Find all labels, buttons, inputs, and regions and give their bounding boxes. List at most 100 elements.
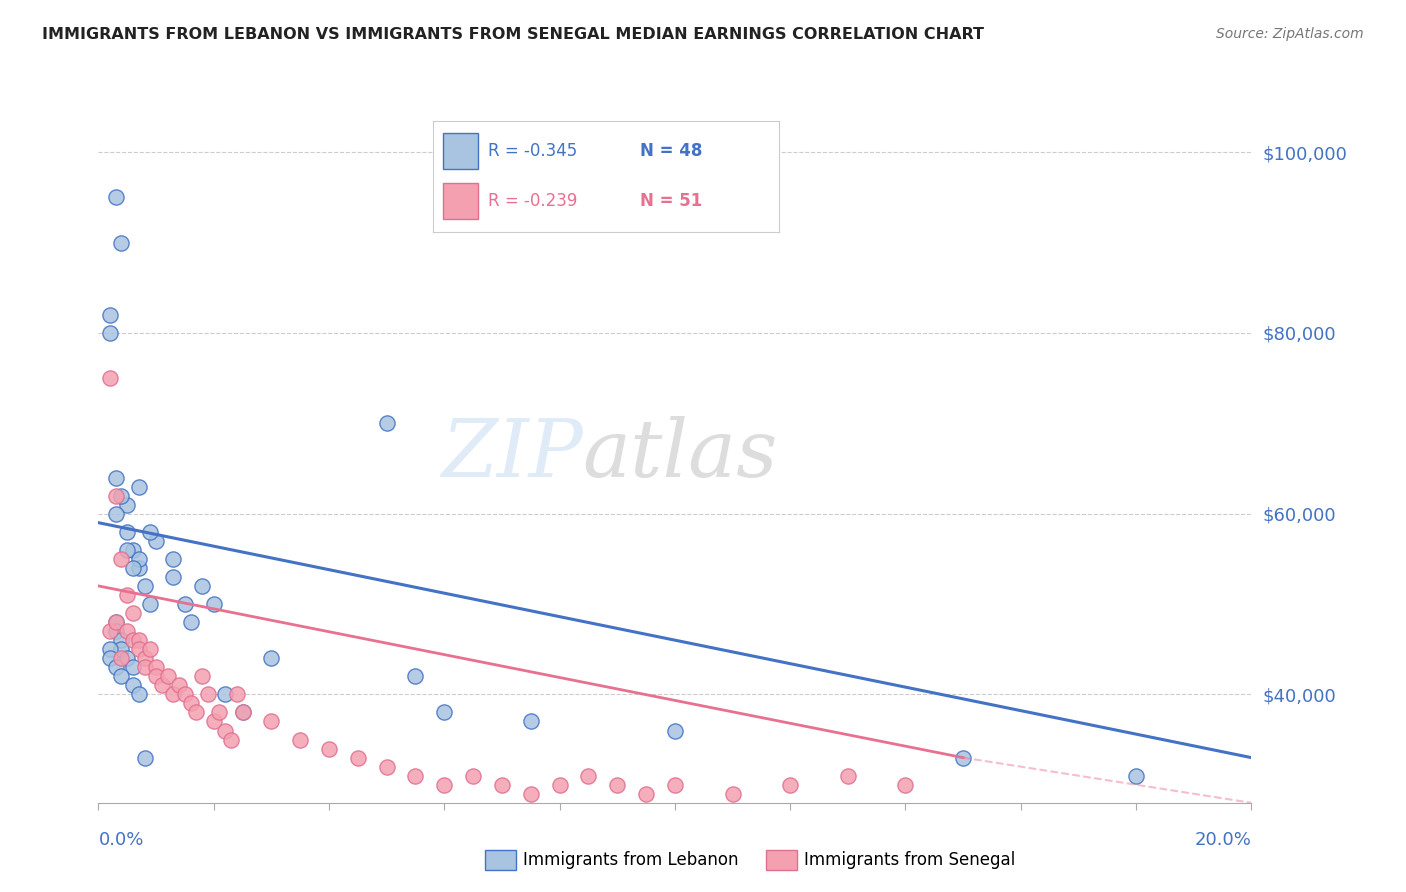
Point [98, 326, 121, 340]
Point [122, 678, 145, 692]
Text: IMMIGRANTS FROM LEBANON VS IMMIGRANTS FROM SENEGAL MEDIAN EARNINGS CORRELATION C: IMMIGRANTS FROM LEBANON VS IMMIGRANTS FR… [42, 27, 984, 42]
Point [110, 642, 132, 657]
Point [117, 542, 139, 557]
Point [375, 759, 398, 773]
Point [548, 778, 571, 792]
Text: Immigrants from Senegal: Immigrants from Senegal [804, 851, 1015, 869]
Point [578, 769, 600, 783]
Point [128, 561, 150, 575]
Point [664, 723, 686, 738]
Point [636, 787, 658, 801]
Text: 20.0%: 20.0% [1195, 830, 1251, 848]
Point [122, 633, 145, 648]
Point [104, 470, 127, 484]
Point [260, 651, 283, 665]
Point [104, 489, 127, 503]
Point [98, 624, 121, 639]
Point [104, 507, 127, 521]
Point [139, 597, 162, 611]
Point [128, 551, 150, 566]
Point [952, 750, 974, 764]
Point [202, 597, 225, 611]
Text: Immigrants from Lebanon: Immigrants from Lebanon [523, 851, 738, 869]
Point [346, 750, 368, 764]
Point [191, 579, 214, 593]
Point [134, 750, 156, 764]
Point [231, 706, 254, 720]
Point [180, 615, 202, 629]
Point [117, 524, 139, 539]
Point [110, 669, 132, 683]
Point [433, 706, 456, 720]
Point [191, 669, 214, 683]
Point [1125, 769, 1147, 783]
Point [98, 371, 121, 385]
Point [433, 778, 456, 792]
Point [117, 624, 139, 639]
Point [104, 615, 127, 629]
Point [134, 660, 156, 674]
Point [520, 787, 543, 801]
Point [145, 533, 167, 548]
Point [110, 651, 132, 665]
Text: 0.0%: 0.0% [98, 830, 143, 848]
Point [110, 633, 132, 648]
Point [520, 714, 543, 729]
Point [162, 551, 184, 566]
Point [117, 498, 139, 512]
Point [162, 570, 184, 584]
Point [104, 660, 127, 674]
Point [145, 669, 167, 683]
Point [664, 778, 686, 792]
Point [219, 732, 242, 747]
Point [180, 697, 202, 711]
Point [197, 687, 219, 701]
Point [122, 542, 145, 557]
Point [290, 732, 312, 747]
Point [122, 606, 145, 620]
Point [139, 524, 162, 539]
Point [214, 687, 236, 701]
Point [150, 678, 173, 692]
Point [145, 660, 167, 674]
Point [461, 769, 484, 783]
Text: ZIP: ZIP [441, 417, 582, 493]
Point [128, 633, 150, 648]
Point [894, 778, 917, 792]
Point [491, 778, 513, 792]
Text: atlas: atlas [582, 417, 778, 493]
Point [260, 714, 283, 729]
Point [375, 417, 398, 431]
Point [779, 778, 801, 792]
Point [174, 687, 197, 701]
Point [139, 642, 162, 657]
Point [128, 642, 150, 657]
Point [110, 551, 132, 566]
Point [117, 651, 139, 665]
Point [231, 706, 254, 720]
Point [122, 660, 145, 674]
Point [405, 669, 427, 683]
Point [174, 597, 197, 611]
Point [721, 787, 744, 801]
Point [128, 687, 150, 701]
Point [104, 190, 127, 204]
Point [225, 687, 247, 701]
Point [156, 669, 179, 683]
Point [202, 714, 225, 729]
Point [98, 651, 121, 665]
Point [318, 741, 340, 756]
Point [122, 561, 145, 575]
Point [186, 706, 208, 720]
Point [208, 706, 231, 720]
Point [104, 624, 127, 639]
Point [110, 235, 132, 250]
Point [98, 642, 121, 657]
Point [162, 687, 184, 701]
Point [117, 588, 139, 602]
Point [98, 308, 121, 322]
Point [134, 651, 156, 665]
Point [134, 579, 156, 593]
Point [405, 769, 427, 783]
Point [110, 489, 132, 503]
